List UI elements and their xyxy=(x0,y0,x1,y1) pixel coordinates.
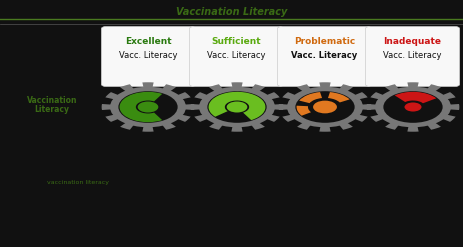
Circle shape xyxy=(207,91,267,123)
Wedge shape xyxy=(296,106,311,116)
Text: Literacy: Literacy xyxy=(35,104,69,114)
FancyBboxPatch shape xyxy=(101,26,196,86)
Wedge shape xyxy=(191,104,202,110)
Wedge shape xyxy=(105,114,120,122)
Wedge shape xyxy=(209,84,223,92)
Wedge shape xyxy=(120,122,134,130)
Wedge shape xyxy=(102,104,113,110)
Wedge shape xyxy=(427,122,441,130)
Wedge shape xyxy=(338,84,353,92)
Wedge shape xyxy=(441,92,456,100)
Wedge shape xyxy=(338,122,353,130)
Text: Sufficient: Sufficient xyxy=(212,37,261,46)
Wedge shape xyxy=(319,125,331,132)
Wedge shape xyxy=(183,104,194,110)
Wedge shape xyxy=(367,104,378,110)
Wedge shape xyxy=(232,82,243,88)
Wedge shape xyxy=(176,114,191,122)
Wedge shape xyxy=(385,122,400,130)
Wedge shape xyxy=(142,82,154,88)
Wedge shape xyxy=(427,84,441,92)
Wedge shape xyxy=(208,92,265,120)
Text: vaccination literacy: vaccination literacy xyxy=(47,180,109,185)
Wedge shape xyxy=(370,114,385,122)
Wedge shape xyxy=(328,92,350,103)
Wedge shape xyxy=(162,84,176,92)
Wedge shape xyxy=(120,84,134,92)
Circle shape xyxy=(227,102,247,113)
Text: Problematic: Problematic xyxy=(294,37,355,46)
Wedge shape xyxy=(209,122,223,130)
Wedge shape xyxy=(194,92,209,100)
Wedge shape xyxy=(232,125,243,132)
Wedge shape xyxy=(272,104,283,110)
Wedge shape xyxy=(297,84,311,92)
Wedge shape xyxy=(176,92,191,100)
Wedge shape xyxy=(282,114,297,122)
FancyBboxPatch shape xyxy=(365,26,460,86)
Wedge shape xyxy=(297,122,311,130)
Wedge shape xyxy=(448,104,459,110)
Wedge shape xyxy=(162,122,176,130)
Wedge shape xyxy=(319,82,331,88)
Wedge shape xyxy=(265,92,280,100)
Wedge shape xyxy=(142,125,154,132)
Circle shape xyxy=(295,91,355,123)
Circle shape xyxy=(405,103,421,112)
Wedge shape xyxy=(385,84,400,92)
Text: Vacc. Literacy: Vacc. Literacy xyxy=(291,51,357,60)
Wedge shape xyxy=(279,104,290,110)
FancyBboxPatch shape xyxy=(189,26,284,86)
Wedge shape xyxy=(105,92,120,100)
FancyBboxPatch shape xyxy=(277,26,372,86)
Wedge shape xyxy=(282,92,297,100)
Circle shape xyxy=(313,101,337,113)
Wedge shape xyxy=(194,114,209,122)
Wedge shape xyxy=(299,92,322,103)
Circle shape xyxy=(375,87,451,127)
Wedge shape xyxy=(441,114,456,122)
Wedge shape xyxy=(265,114,280,122)
Text: Vacc. Literacy: Vacc. Literacy xyxy=(383,51,442,60)
Circle shape xyxy=(199,87,275,127)
Wedge shape xyxy=(353,114,368,122)
Text: Vaccination Literacy: Vaccination Literacy xyxy=(176,7,287,17)
Wedge shape xyxy=(250,122,265,130)
Wedge shape xyxy=(360,104,371,110)
Wedge shape xyxy=(407,82,419,88)
Text: Vacc. Literacy: Vacc. Literacy xyxy=(119,51,178,60)
Circle shape xyxy=(138,102,158,113)
Circle shape xyxy=(110,87,186,127)
Text: Vacc. Literacy: Vacc. Literacy xyxy=(207,51,266,60)
Wedge shape xyxy=(250,84,265,92)
Text: Inadequate: Inadequate xyxy=(383,37,442,46)
Text: Vaccination: Vaccination xyxy=(27,96,77,104)
Circle shape xyxy=(119,91,178,123)
Circle shape xyxy=(383,91,443,123)
Wedge shape xyxy=(119,92,162,122)
Text: Excellent: Excellent xyxy=(125,37,172,46)
Wedge shape xyxy=(353,92,368,100)
Circle shape xyxy=(287,87,363,127)
Wedge shape xyxy=(407,125,419,132)
Wedge shape xyxy=(395,92,436,103)
Wedge shape xyxy=(370,92,385,100)
